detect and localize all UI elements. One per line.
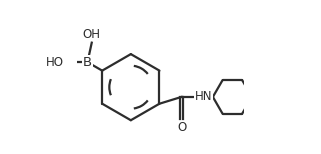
Text: O: O: [177, 121, 186, 134]
Text: HO: HO: [46, 56, 64, 69]
Text: B: B: [83, 56, 92, 69]
Text: OH: OH: [83, 28, 101, 41]
Text: HN: HN: [195, 90, 212, 103]
